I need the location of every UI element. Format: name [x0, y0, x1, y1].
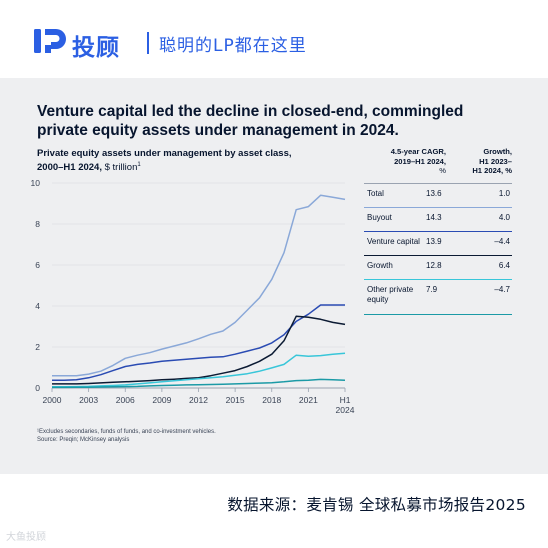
row-growth: –4.4	[494, 237, 510, 246]
footnote-exclusions: ¹Excludes secondaries, funds of funds, a…	[37, 429, 216, 435]
brand-name: 投顾	[72, 35, 120, 61]
row-growth: –4.7	[494, 285, 510, 294]
table-row: Growth 12.8 6.4	[364, 256, 512, 280]
x-tick-label: 2006	[116, 395, 135, 405]
table-row: Other private equity 7.9 –4.7	[364, 280, 512, 315]
table-header: 4.5-year CAGR, 2019–H1 2024, % Growth, H…	[364, 147, 512, 183]
header-cagr-unit: %	[439, 166, 446, 175]
header-growth-line1: Growth,	[483, 147, 512, 156]
x-tick-label: 2021	[299, 395, 318, 405]
row-cagr: 7.9	[426, 285, 438, 294]
row-growth: 1.0	[498, 189, 510, 198]
row-cagr: 13.6	[426, 189, 442, 198]
row-label: Growth	[367, 261, 393, 270]
cagr-table: 4.5-year CAGR, 2019–H1 2024, % Growth, H…	[364, 147, 512, 315]
series-line	[52, 315, 346, 385]
header-growth: Growth, H1 2023– H1 2024, %	[452, 147, 512, 176]
header-cagr: 4.5-year CAGR, 2019–H1 2024, %	[366, 147, 446, 176]
row-growth: 4.0	[498, 213, 510, 222]
chart-title: Private equity assets under management b…	[37, 148, 337, 173]
header: 投顾 聪明的LP都在这里	[0, 0, 548, 78]
series-line	[52, 352, 346, 388]
y-tick-label: 2	[35, 342, 40, 352]
header-cagr-line1: 4.5-year CAGR,	[390, 147, 446, 156]
footnote: ¹Excludes secondaries, funds of funds, a…	[37, 429, 216, 444]
line-chart: 0 2 4 6 8 10 2000 2003 2006 2009 2012 2015 2018 2021 H…	[31, 178, 355, 415]
brand-slogan: 聪明的LP都在这里	[159, 36, 307, 56]
table-row: Total 13.6 1.0	[364, 183, 512, 208]
chart-card: Venture capital led the decline in close…	[0, 78, 548, 474]
row-label: Other private equity	[367, 285, 414, 304]
x-tick-label: 2009	[152, 395, 171, 405]
y-tick-label: 8	[35, 219, 40, 229]
row-cagr: 14.3	[426, 213, 442, 222]
footnote-source: Source: Preqin; McKinsey analysis	[37, 436, 130, 443]
row-cagr: 13.9	[426, 237, 442, 246]
table-row: Venture capital 13.9 –4.4	[364, 232, 512, 256]
x-tick-label: 2003	[79, 395, 98, 405]
x-tick-label-2024: 2024	[336, 405, 355, 415]
headline: Venture capital led the decline in close…	[37, 103, 464, 139]
chart-title-bold: Private equity assets under management b…	[37, 148, 292, 159]
row-label: Venture capital	[367, 237, 420, 246]
row-growth: 6.4	[498, 261, 510, 270]
brand-divider	[147, 32, 149, 54]
chart-title-line2: 2000–H1 2024,	[37, 161, 102, 173]
watermark: 大鱼投顾	[6, 532, 46, 543]
x-tick-label: 2012	[189, 395, 208, 405]
chart-title-footnote-mark: 1	[137, 161, 141, 168]
x-tick-label: 2015	[226, 395, 245, 405]
brand-logo-icon	[34, 29, 66, 53]
row-label: Buyout	[367, 213, 392, 222]
y-tick-label: 4	[35, 301, 40, 311]
chart-title-unit: $ trillion	[101, 161, 138, 173]
data-source: 数据来源：麦肯锡 全球私募市场报告2025	[227, 496, 526, 514]
row-label: Total	[367, 189, 384, 198]
y-tick-label: 10	[31, 178, 41, 188]
y-tick-label: 0	[35, 383, 40, 393]
header-cagr-line2: 2019–H1 2024,	[394, 156, 446, 166]
table-row: Buyout 14.3 4.0	[364, 208, 512, 232]
header-growth-line2: H1 2023–	[479, 156, 512, 166]
series-line	[52, 304, 345, 381]
row-cagr: 12.8	[426, 261, 442, 270]
x-tick-label-h1: H1	[340, 395, 351, 405]
series-line	[52, 378, 346, 389]
header-growth-line3: H1 2024, %	[472, 166, 512, 175]
x-tick-label: 2018	[262, 395, 281, 405]
x-tick-label: 2000	[43, 395, 62, 405]
series-line	[52, 194, 346, 377]
y-tick-label: 6	[35, 260, 40, 270]
